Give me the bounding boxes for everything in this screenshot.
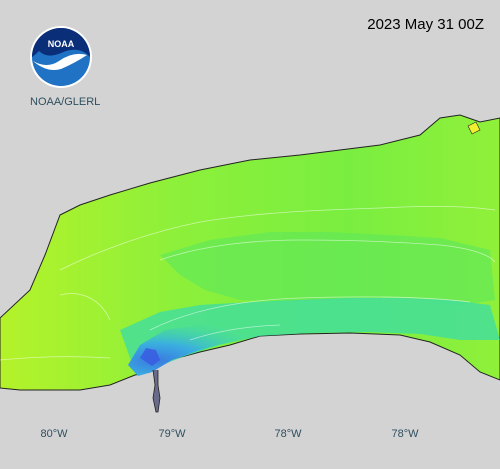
longitude-label: 80°W (40, 428, 68, 440)
noaa-logo-icon: NOAA (30, 26, 92, 88)
cold-water-zone (128, 324, 270, 376)
isotherm-contours (0, 205, 496, 361)
longitude-label: 78°W (274, 428, 302, 440)
longitude-label: 78°W (391, 428, 419, 440)
logo-text: NOAA (48, 39, 75, 49)
mid-temperature-band (160, 232, 495, 305)
forecast-timestamp: 2023 May 31 00Z (367, 16, 484, 33)
island (467, 121, 481, 135)
longitude-label: 79°W (158, 428, 186, 440)
coldest-pocket (140, 348, 160, 366)
agency-caption: NOAA/GLERL (30, 96, 101, 108)
river-outlet (152, 369, 161, 413)
cool-band (120, 298, 500, 372)
